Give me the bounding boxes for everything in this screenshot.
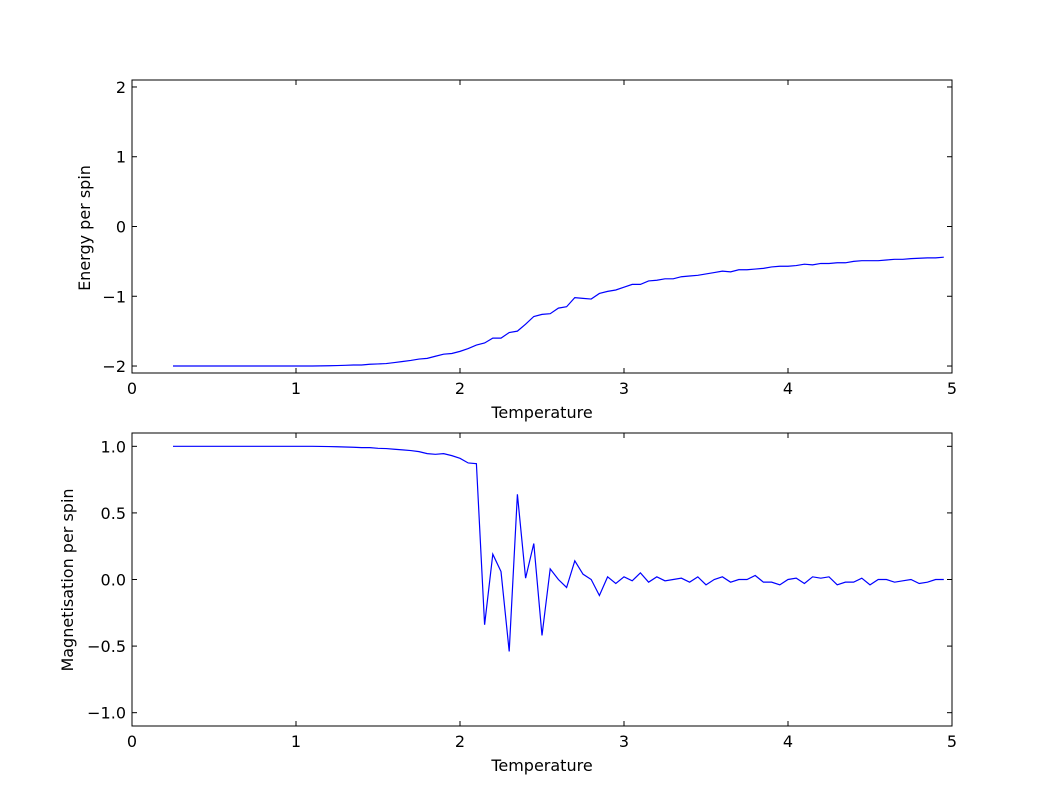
magnetisation-axes-frame — [131, 432, 953, 727]
energy-y-tick-label: 0 — [116, 218, 126, 237]
magnetisation-series-line — [173, 445, 944, 652]
magnetisation-y-tick-label: 1.0 — [101, 437, 126, 456]
energy-ticks: 0 1 2 3 4 5 −2 −1 0 1 2 — [102, 78, 957, 398]
energy-x-tick-label: 0 — [127, 379, 137, 398]
energy-x-tick-label: 5 — [947, 379, 957, 398]
magnetisation-x-tick-label: 4 — [783, 732, 793, 751]
magnetisation-x-tick-label: 2 — [455, 732, 465, 751]
energy-series-line — [173, 256, 944, 367]
magnetisation-y-tick-label: 0.0 — [101, 571, 126, 590]
energy-chart: 0 1 2 3 4 5 −2 −1 0 1 2 Temperature Energy per spi… — [75, 78, 957, 422]
energy-x-tick-label: 3 — [619, 379, 629, 398]
magnetisation-y-tick-label: −1.0 — [87, 704, 126, 723]
energy-axes-frame — [131, 79, 953, 374]
magnetisation-plot-area — [173, 445, 944, 652]
magnetisation-chart: 0 1 2 3 4 5 −1.0 −0.5 0.0 0.5 1.0 Temperature Magn… — [58, 432, 957, 775]
energy-plot-area — [173, 256, 944, 367]
magnetisation-x-tick-label: 5 — [947, 732, 957, 751]
magnetisation-x-axis-label: Temperature — [490, 756, 592, 775]
energy-y-tick-label: −1 — [102, 287, 126, 306]
magnetisation-x-tick-label: 1 — [291, 732, 301, 751]
magnetisation-y-axis-label: Magnetisation per spin — [58, 488, 77, 671]
energy-y-tick-label: −2 — [102, 357, 126, 376]
energy-y-tick-label: 1 — [116, 148, 126, 167]
magnetisation-x-tick-label: 0 — [127, 732, 137, 751]
energy-y-axis-label: Energy per spin — [75, 165, 94, 291]
energy-y-tick-label: 2 — [116, 78, 126, 97]
magnetisation-y-tick-label: 0.5 — [101, 504, 126, 523]
magnetisation-ticks: 0 1 2 3 4 5 −1.0 −0.5 0.0 0.5 1.0 — [87, 433, 957, 751]
magnetisation-y-tick-label: −0.5 — [87, 637, 126, 656]
energy-x-tick-label: 4 — [783, 379, 793, 398]
energy-x-tick-label: 2 — [455, 379, 465, 398]
energy-x-axis-label: Temperature — [490, 403, 592, 422]
energy-x-tick-label: 1 — [291, 379, 301, 398]
magnetisation-x-tick-label: 3 — [619, 732, 629, 751]
